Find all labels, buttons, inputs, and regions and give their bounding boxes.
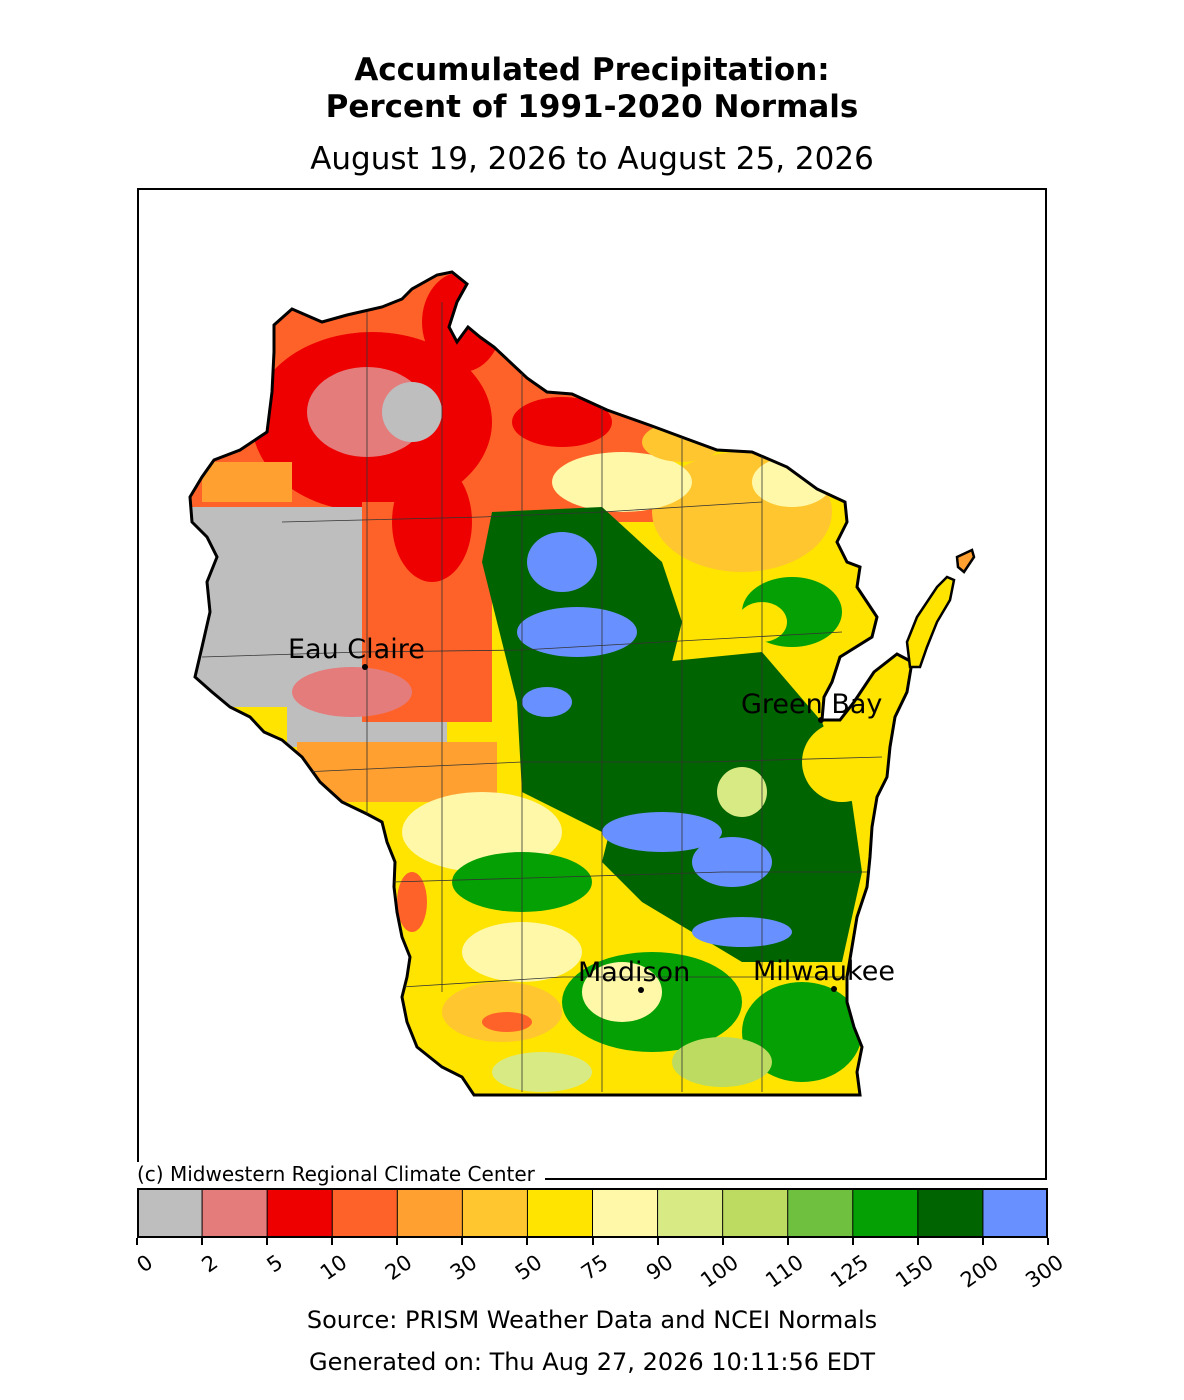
city-label-green-bay: Green Bay [741,689,883,720]
legend-tick-mark [266,1238,269,1245]
legend-tick-mark [136,1238,138,1245]
legend-tick-label: 20 [381,1250,417,1285]
legend-swatch [202,1188,268,1238]
washington-island [955,548,976,574]
legend-tick-mark [461,1238,464,1245]
legend-tick-label: 75 [576,1250,613,1285]
legend-tick-mark [851,1238,854,1245]
map-title-line2: Percent of 1991-2020 Normals [325,89,859,125]
legend-tick-mark [1047,1238,1049,1245]
legend-tick-mark [396,1238,399,1245]
legend-tick-label: 150 [891,1250,938,1293]
map-frame [137,188,1047,1180]
city-label-eau-claire: Eau Claire [288,634,425,665]
copyright-text: (c) Midwestern Regional Climate Center [137,1162,545,1186]
legend-tick-label: 10 [316,1250,352,1285]
legend-swatch [722,1188,789,1238]
date-range: August 19, 2026 to August 25, 2026 [310,141,874,177]
legend-swatch [982,1188,1048,1238]
wisconsin-map [188,270,976,1097]
city-label-milwaukee: Milwaukee [753,956,895,987]
legend-tick-mark [331,1238,334,1245]
legend-tick-mark [201,1238,204,1245]
legend-tick-label: 300 [1021,1250,1068,1293]
legend-tick-mark [721,1238,724,1245]
city-dot-green-bay [818,717,824,723]
legend-tick-mark [526,1238,529,1245]
county-lines [201,302,883,1092]
legend-swatch [462,1188,528,1238]
legend-tick-label: 200 [956,1250,1003,1293]
legend-tick-mark [591,1238,594,1245]
legend-swatch [592,1188,659,1238]
legend-tick-mark [656,1238,659,1245]
state-outline [188,270,914,1097]
generated-text: Generated on: Thu Aug 27, 2026 10:11:56 … [309,1348,875,1376]
map-title-line1: Accumulated Precipitation: [354,52,830,88]
legend-swatch [267,1188,333,1238]
city-dot-milwaukee [831,986,837,992]
city-dot-eau-claire [362,664,368,670]
city-label-madison: Madison [578,957,691,988]
legend-tick-label: 5 [262,1250,288,1278]
legend-tick-mark [786,1238,789,1245]
legend-swatch [917,1188,984,1238]
source-text: Source: PRISM Weather Data and NCEI Norm… [306,1306,878,1334]
legend-tick-label: 90 [641,1250,678,1285]
legend-tick-label: 100 [695,1250,743,1293]
legend-swatch [137,1188,203,1238]
legend-tick-label: 0 [132,1250,158,1278]
legend-tick-label: 30 [446,1250,482,1285]
legend-colorbar [137,1188,1048,1238]
legend-swatch [527,1188,593,1238]
legend-tick-label: 50 [511,1250,547,1285]
legend-swatch [852,1188,919,1238]
legend-swatch [332,1188,398,1238]
door-peninsula [905,575,956,669]
legend-tick-mark [981,1238,984,1245]
city-dot-madison [638,987,644,993]
legend-swatch [787,1188,854,1238]
legend-tick-label: 110 [760,1250,808,1293]
legend-tick-mark [916,1238,919,1245]
legend-swatch [397,1188,463,1238]
legend-swatch [657,1188,724,1238]
legend-tick-label: 2 [197,1250,223,1278]
legend-tick-label: 125 [826,1250,873,1293]
